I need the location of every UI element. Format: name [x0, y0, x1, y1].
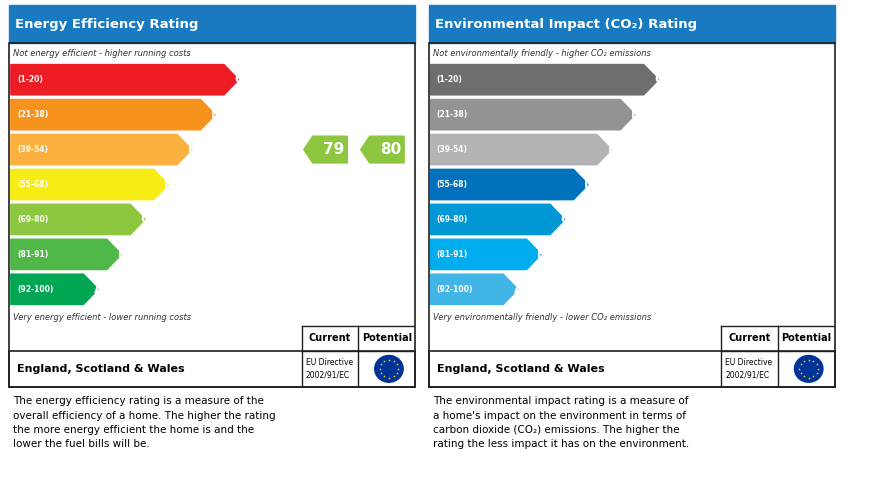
Text: Very energy efficient - lower running costs: Very energy efficient - lower running co…: [13, 313, 191, 322]
Text: EU Directive
2002/91/EC: EU Directive 2002/91/EC: [305, 358, 353, 379]
Text: C: C: [141, 213, 150, 226]
Bar: [429, 351, 835, 387]
Text: 80: 80: [380, 142, 401, 157]
Bar: [9, 5, 415, 43]
Polygon shape: [11, 100, 216, 130]
Text: A: A: [514, 283, 524, 296]
Text: F: F: [631, 108, 640, 121]
Text: England, Scotland & Wales: England, Scotland & Wales: [17, 364, 185, 374]
Circle shape: [795, 355, 823, 382]
Polygon shape: [11, 169, 168, 200]
Text: Energy Efficiency Rating: Energy Efficiency Rating: [15, 18, 198, 31]
Polygon shape: [430, 135, 612, 165]
Text: (92-100): (92-100): [436, 285, 473, 294]
Text: E: E: [607, 143, 616, 156]
Text: EU Directive
2002/91/EC: EU Directive 2002/91/EC: [725, 358, 773, 379]
Text: D: D: [584, 178, 594, 191]
Polygon shape: [430, 100, 635, 130]
Text: Environmental Impact (CO₂) Rating: Environmental Impact (CO₂) Rating: [435, 18, 697, 31]
Polygon shape: [304, 136, 348, 163]
Text: Potential: Potential: [362, 333, 412, 343]
Text: (39-54): (39-54): [17, 145, 48, 154]
Text: Potential: Potential: [781, 333, 832, 343]
Text: (39-54): (39-54): [436, 145, 467, 154]
Text: G: G: [655, 73, 664, 86]
Text: Not environmentally friendly - higher CO₂ emissions: Not environmentally friendly - higher CO…: [433, 49, 650, 58]
Text: (55-68): (55-68): [17, 180, 48, 189]
Text: C: C: [561, 213, 569, 226]
Text: F: F: [211, 108, 220, 121]
Polygon shape: [430, 274, 517, 305]
Text: (81-91): (81-91): [17, 250, 48, 259]
Polygon shape: [11, 135, 192, 165]
Polygon shape: [11, 204, 145, 235]
Text: B: B: [537, 248, 546, 261]
Text: The environmental impact rating is a measure of
a home's impact on the environme: The environmental impact rating is a mea…: [433, 396, 689, 450]
Text: England, Scotland & Wales: England, Scotland & Wales: [436, 364, 605, 374]
Bar: [429, 351, 835, 387]
Bar: [9, 351, 415, 387]
Text: (81-91): (81-91): [436, 250, 468, 259]
Text: G: G: [235, 73, 245, 86]
Text: (21-38): (21-38): [436, 110, 468, 119]
Polygon shape: [430, 65, 658, 95]
Bar: [429, 5, 835, 43]
Text: D: D: [165, 178, 174, 191]
Polygon shape: [430, 239, 541, 270]
Polygon shape: [11, 239, 121, 270]
Text: Current: Current: [309, 333, 351, 343]
Polygon shape: [430, 204, 565, 235]
Circle shape: [375, 355, 403, 382]
Text: Not energy efficient - higher running costs: Not energy efficient - higher running co…: [13, 49, 191, 58]
Text: (55-68): (55-68): [436, 180, 467, 189]
Bar: [9, 351, 415, 387]
Text: (1-20): (1-20): [17, 75, 43, 84]
Polygon shape: [11, 274, 98, 305]
Text: Very environmentally friendly - lower CO₂ emissions: Very environmentally friendly - lower CO…: [433, 313, 651, 322]
Text: (92-100): (92-100): [17, 285, 54, 294]
Polygon shape: [430, 169, 588, 200]
Polygon shape: [11, 65, 238, 95]
Text: (69-80): (69-80): [17, 215, 48, 224]
Text: (69-80): (69-80): [436, 215, 468, 224]
Text: The energy efficiency rating is a measure of the
overall efficiency of a home. T: The energy efficiency rating is a measur…: [13, 396, 275, 450]
Text: B: B: [117, 248, 127, 261]
Text: 79: 79: [324, 142, 345, 157]
Text: E: E: [187, 143, 196, 156]
Text: (21-38): (21-38): [17, 110, 48, 119]
Text: (1-20): (1-20): [436, 75, 463, 84]
Text: Current: Current: [729, 333, 771, 343]
Polygon shape: [361, 136, 404, 163]
Text: A: A: [94, 283, 104, 296]
